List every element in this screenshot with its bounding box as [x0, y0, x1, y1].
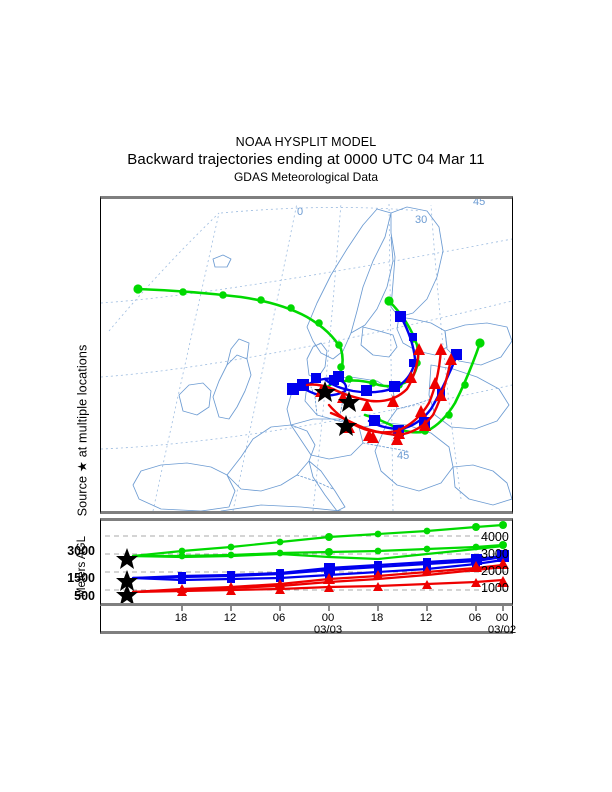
height-label-left-3000: 3000 [67, 544, 95, 558]
svg-text:0: 0 [297, 206, 303, 218]
time-tick-6: 06 [468, 612, 482, 624]
height-label-right-3000: 3000 [481, 547, 509, 561]
height-label-right-4000: 4000 [481, 530, 509, 544]
time-axis-svg [181, 606, 504, 611]
time-axis-ticks [181, 606, 504, 611]
source-star-3 [335, 415, 357, 436]
height-trace-red-markers [177, 558, 509, 596]
trajectory-red-south-markers [363, 353, 457, 445]
time-tick-3: 00 [321, 612, 335, 624]
height-label-left-500: 500 [74, 589, 95, 603]
start-star-3000 [116, 548, 138, 569]
height-profile-panel[interactable] [100, 518, 513, 606]
plot-title-block: NOAA HYSPLIT MODEL Backward trajectories… [0, 135, 612, 185]
map-graticule-labels: 0 30 45 45 [297, 199, 485, 462]
start-star-500 [116, 584, 138, 603]
map-panel[interactable]: 0 30 45 45 [100, 196, 513, 514]
height-label-left-1500: 1500 [67, 571, 95, 585]
trajectory-title: Backward trajectories ending at 0000 UTC… [127, 151, 485, 169]
time-tick-4: 18 [370, 612, 384, 624]
time-axis-panel [100, 606, 513, 634]
time-tick-7: 00 [495, 612, 509, 624]
time-tick-2: 06 [272, 612, 286, 624]
source-axis-label: Source ★ at multiple locations [71, 220, 93, 517]
source-star-markers [314, 381, 360, 436]
time-date-right: 03/02 [487, 624, 517, 636]
time-tick-0: 18 [174, 612, 188, 624]
height-label-right-2000: 2000 [481, 564, 509, 578]
trajectory-blue-west-markers [287, 373, 339, 395]
svg-text:45: 45 [473, 199, 485, 208]
height-start-stars [116, 548, 138, 603]
meteorology-subtitle: GDAS Meteorological Data [233, 170, 379, 185]
height-trace-green-markers [178, 521, 507, 560]
map-svg: 0 30 45 45 [101, 199, 512, 511]
time-tick-5: 12 [419, 612, 433, 624]
height-trace-blue [131, 554, 505, 582]
source-axis-label-text: Source ★ at multiple locations [75, 344, 90, 517]
source-star-2 [338, 391, 360, 412]
model-name: NOAA HYSPLIT MODEL [235, 135, 377, 149]
start-star-1500 [116, 570, 138, 591]
svg-text:30: 30 [415, 214, 427, 226]
time-tick-1: 12 [223, 612, 237, 624]
trajectory-blue-west [299, 377, 348, 397]
time-date-left: 03/03 [313, 624, 343, 636]
height-profile-svg [105, 521, 509, 603]
height-label-right-1000: 1000 [481, 581, 509, 595]
svg-text:45: 45 [397, 450, 409, 462]
source-star-1 [314, 381, 336, 402]
